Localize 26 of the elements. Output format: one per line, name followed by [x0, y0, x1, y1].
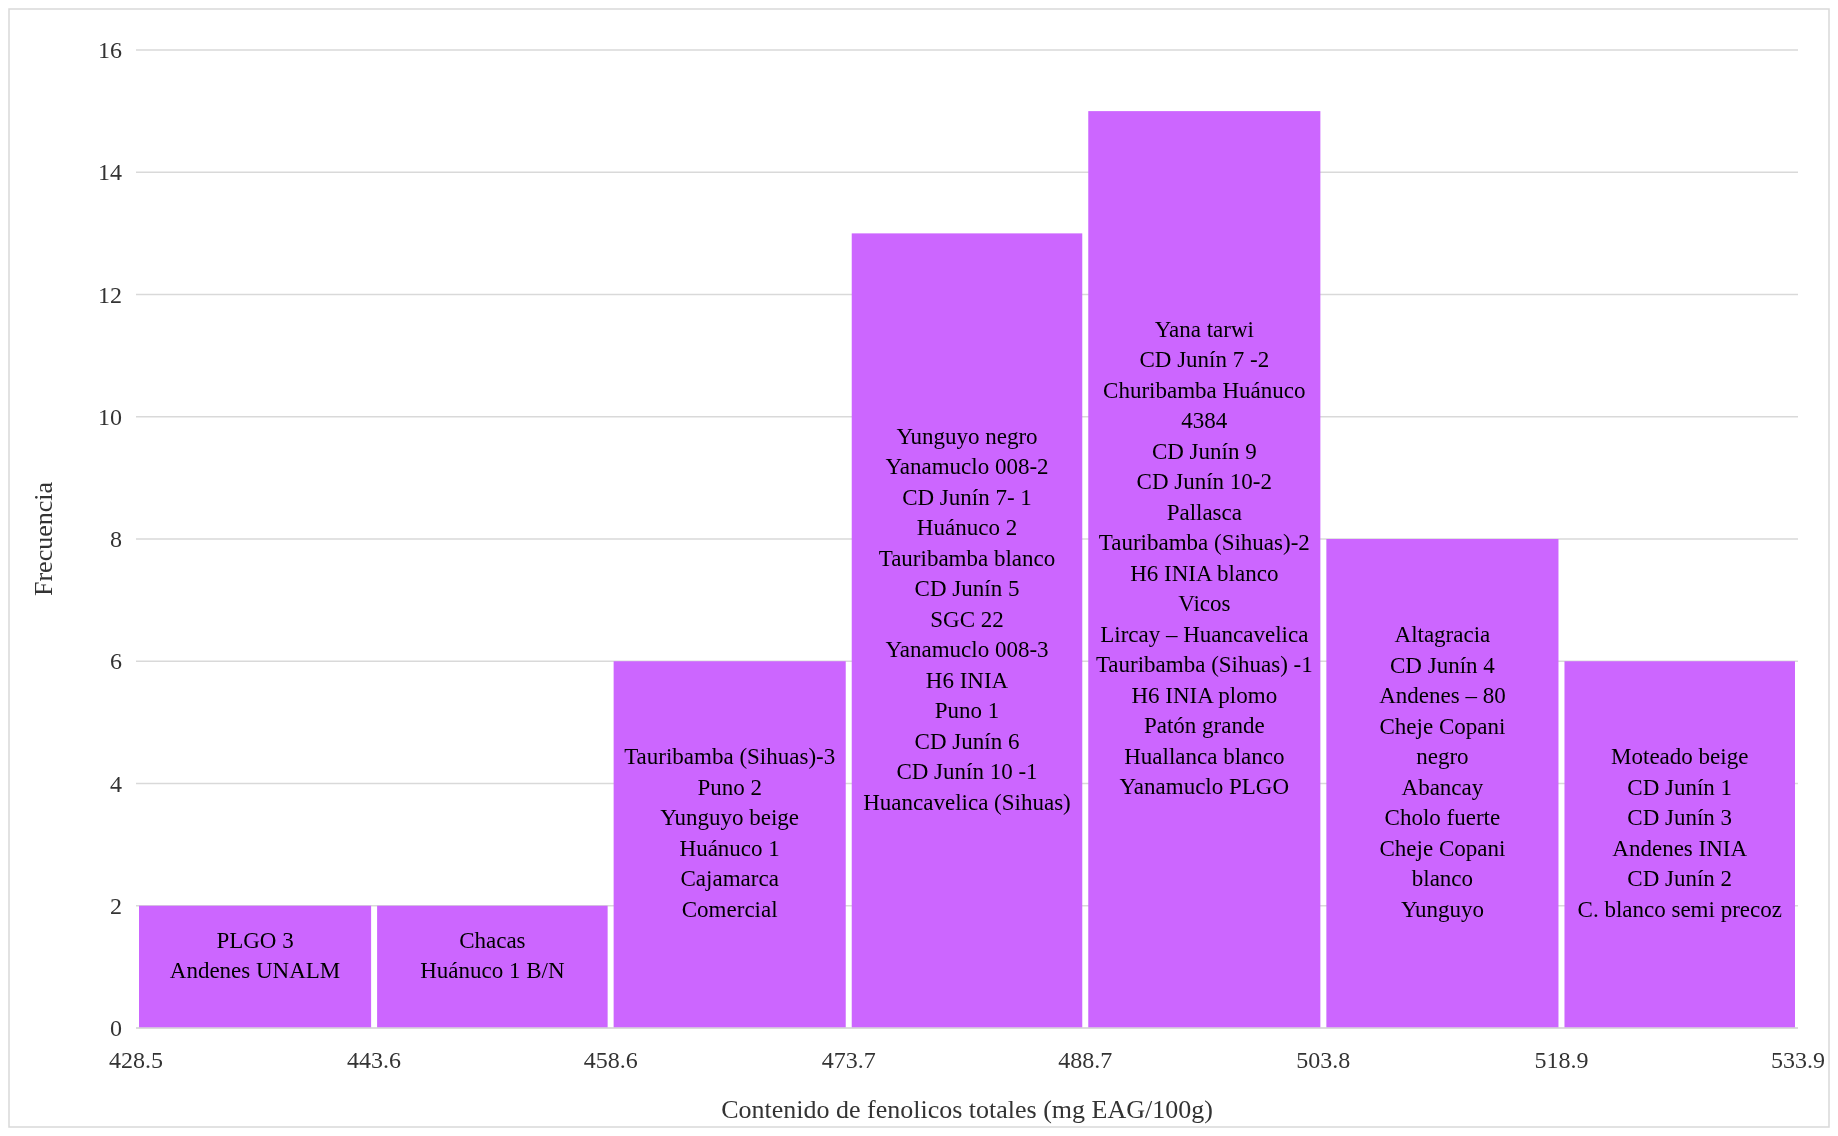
data-label: Moteado beige CD Junín 1 CD Junín 3 Andenes INIA CD Junín 2 C. blanco semi precoz: [1577, 743, 1782, 922]
y-tick-label: 2: [110, 892, 122, 919]
x-axis-title: Contenido de fenolicos totales (mg EAG/100g): [721, 1095, 1213, 1124]
data-label: PLGO 3 Andenes UNALM: [169, 927, 341, 983]
text: Altagracia CD Junín 4 Andenes – 80 Cheje Copani negro Abancay Cholo fuerte Cheje Copani blanco Yunguyo: [1379, 621, 1506, 922]
x-tick-label: 458.6: [583, 1047, 638, 1073]
y-tick-label: 16: [98, 37, 122, 63]
y-tick-label: 10: [98, 403, 122, 430]
y-axis-title: Frecuencia: [29, 481, 58, 597]
data-label: Chacas Huánuco 1 B/N: [420, 927, 565, 983]
y-tick-label: 6: [110, 648, 122, 675]
x-tick-label: 428.5: [109, 1047, 163, 1073]
y-tick-label: 12: [98, 281, 122, 308]
x-tick-label: 473.7: [821, 1047, 876, 1073]
y-tick-label: 8: [110, 526, 122, 552]
y-tick-label: 14: [98, 159, 122, 186]
y-tick-label: 4: [110, 770, 122, 797]
x-tick-label: 533.9: [1771, 1047, 1825, 1073]
x-tick-label: 443.6: [347, 1047, 402, 1073]
y-tick-label: 0: [110, 1015, 122, 1041]
x-tick-label: 518.9: [1534, 1047, 1589, 1073]
data-label: Tauribamba (Sihuas)-3 Puno 2 Yunguyo beige Huánuco 1 Cajamarca Comercial: [624, 743, 836, 922]
text: Yunguyo negro Yanamuclo 008-2 CD Junín 7- 1 Huánuco 2 Tauribamba blanco CD Junín 5 SGC 22 Yanamuclo 008-3 H6 INIA Puno 1 CD Junín 6 CD Junín 10 -1 Huancavelica (Sihuas): [863, 423, 1071, 815]
x-tick-label: 488.7: [1058, 1047, 1113, 1073]
x-tick-label: 503.8: [1296, 1047, 1351, 1073]
text: Yana tarwi CD Junín 7 -2 Churibamba Huánuco 4384 CD Junín 9 CD Junín 10-2 Pallasca Tauribamba (Sihuas)-2 H6 INIA blanco Vicos Lircay – Huancavelica Tauribamba (Sihuas) -1 H6 INIA plomo Patón grande Huallanca blanco Yanamuclo PLGO: [1095, 316, 1313, 799]
